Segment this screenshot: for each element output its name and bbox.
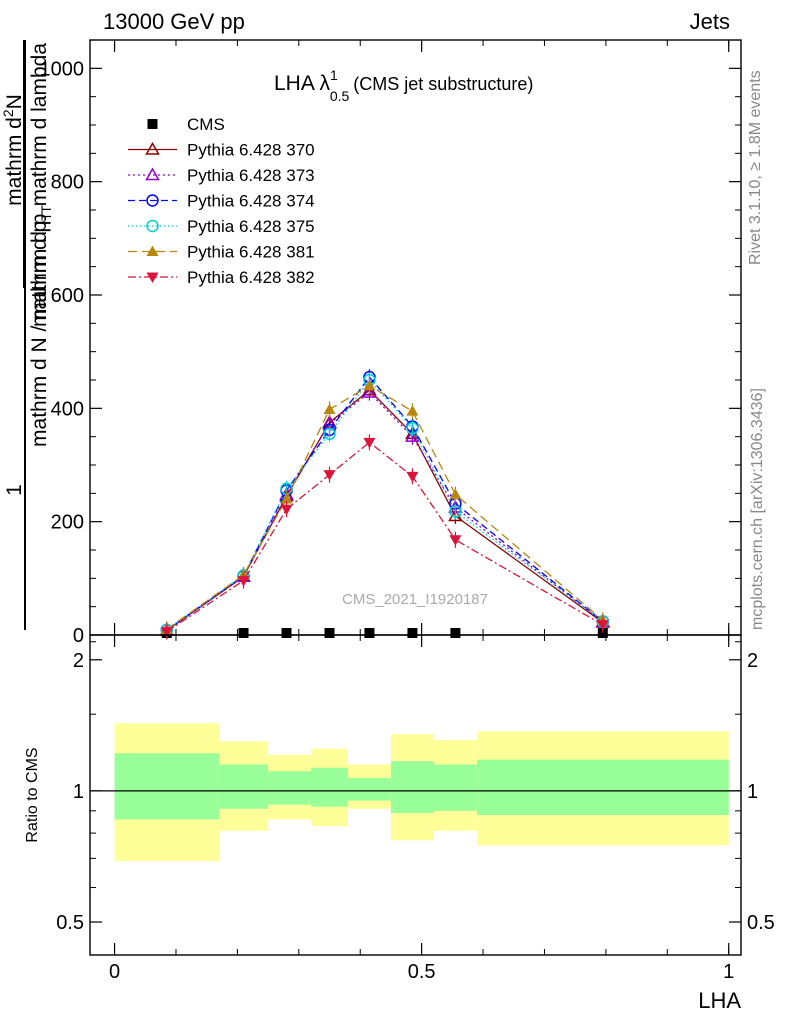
point-5-4 [363, 379, 376, 391]
point-0-3 [324, 628, 335, 638]
legend-marker-2 [145, 167, 160, 181]
main-ylabel: 1 mathrm d N / mathrm d pT mathrm d2N ma… [0, 40, 54, 630]
xtick-label-0: 0 [109, 961, 120, 983]
point-5-3 [323, 403, 336, 414]
ratio-band-inner-5 [390, 761, 434, 813]
point-6-3 [323, 470, 336, 481]
series-0 [161, 628, 608, 638]
ratio-band-inner-4 [347, 778, 391, 801]
ratio-band-inner-1 [218, 764, 269, 809]
ratio-band-inner-3 [311, 767, 348, 807]
legend-marker-4 [146, 219, 159, 233]
legend-label-4: Pythia 6.428 375 [187, 217, 315, 236]
ytick-label-ratio-0: 0.5 [56, 912, 84, 934]
plot-title: LHA λ1 0.5(CMS jet substructure) [274, 67, 533, 104]
legend-label-5: Pythia 6.428 381 [187, 243, 315, 262]
legend: CMS Pythia 6.428 370 Pythia 6.428 373 Pythi… [128, 115, 315, 287]
ratio-band-inner-2 [268, 771, 312, 805]
series-line-6 [166, 441, 604, 633]
point-4-6 [449, 505, 462, 518]
point-6-1 [237, 576, 250, 587]
ytick-label-ratio-right-1: 1 [747, 781, 758, 803]
legend-item-3: Pythia 6.428 374 [128, 192, 315, 211]
ytick-label-main-0: 0 [73, 625, 84, 647]
legend-item-0: CMS [147, 115, 225, 134]
mcplots-label: mcplots.cern.ch [arXiv:1306.3436] [749, 388, 766, 630]
ylabel-prefactor-den: mathrm d N / mathrm d pT [28, 205, 54, 447]
legend-label-6: Pythia 6.428 382 [187, 268, 315, 287]
ytick-label-ratio-right-2: 2 [747, 650, 758, 672]
point-0-6 [450, 628, 461, 638]
legend-label-2: Pythia 6.428 373 [187, 166, 315, 185]
series-line-1 [166, 389, 604, 631]
ytick-label-main-4: 800 [51, 172, 84, 194]
legend-marker-5 [146, 245, 159, 256]
xtick-label-2: 1 [723, 961, 734, 983]
ratio-band-inner-6 [433, 764, 477, 811]
legend-item-4: Pythia 6.428 375 [128, 217, 315, 236]
ytick-label-ratio-1: 1 [73, 781, 84, 803]
series-line-2 [166, 391, 604, 631]
legend-marker-0 [147, 119, 158, 129]
axes: 0 200 400 600 800 1000 0 0.5 1 0.5 0.5 1 1 2 2 [40, 39, 775, 983]
point-6-6 [449, 535, 462, 546]
point-0-1 [238, 628, 249, 638]
legend-label-3: Pythia 6.428 374 [187, 192, 315, 211]
legend-marker-6 [146, 272, 159, 283]
ratio-bands [90, 723, 741, 862]
main-series [159, 369, 611, 640]
ytick-label-ratio-right-0: 0.5 [747, 912, 775, 934]
point-2-4 [362, 384, 377, 398]
point-0-2 [281, 628, 292, 638]
series-line-3 [166, 376, 604, 631]
watermark: CMS_2021_I1920187 [342, 591, 488, 608]
legend-item-1: Pythia 6.428 370 [128, 141, 315, 160]
ratio-band-inner-0 [114, 753, 219, 820]
legend-item-2: Pythia 6.428 373 [128, 166, 315, 185]
legend-label-1: Pythia 6.428 370 [187, 141, 315, 160]
point-5-6 [449, 488, 462, 499]
series-line-5 [166, 384, 604, 630]
header-left: 13000 GeV pp [103, 9, 245, 34]
ylabel-den: mathrm d pT mathrm d lambda [28, 43, 54, 327]
point-4-5 [406, 421, 419, 435]
ytick-label-main-5: 1000 [40, 58, 85, 80]
ytick-label-main-2: 400 [51, 398, 84, 420]
xlabel: LHA [698, 988, 741, 1013]
point-0-5 [407, 628, 418, 638]
ylabel-prefactor-num: 1 [3, 484, 26, 496]
point-6-0 [160, 627, 173, 638]
point-6-4 [363, 437, 376, 449]
legend-marker-3 [146, 194, 159, 207]
ratio-band-inner-7 [476, 759, 729, 816]
legend-item-5: Pythia 6.428 381 [128, 243, 315, 262]
point-4-3 [323, 427, 336, 441]
point-5-5 [406, 405, 419, 416]
point-6-2 [280, 504, 293, 516]
rivet-label: Rivet 3.1.10, ≥ 1.8M events [747, 70, 764, 265]
ratio-frame [89, 634, 742, 956]
ytick-label-main-3: 600 [51, 285, 84, 307]
header-right: Jets [690, 9, 730, 34]
point-5-2 [280, 493, 293, 504]
legend-marker-1 [145, 141, 160, 155]
point-0-4 [364, 628, 375, 638]
point-2-5 [405, 429, 420, 442]
series-6 [160, 434, 609, 640]
point-6-5 [406, 471, 419, 483]
legend-label-0: CMS [187, 115, 225, 134]
legend-item-6: Pythia 6.428 382 [128, 268, 315, 287]
ytick-label-main-1: 200 [51, 512, 84, 534]
ratio-ylabel: Ratio to CMS [24, 747, 41, 842]
point-0-7 [597, 628, 608, 638]
xtick-label-1: 0.5 [408, 961, 436, 983]
point-6-7 [596, 620, 609, 631]
ylabel-num: mathrm d2N [0, 94, 26, 206]
ytick-label-ratio-2: 2 [73, 650, 84, 672]
